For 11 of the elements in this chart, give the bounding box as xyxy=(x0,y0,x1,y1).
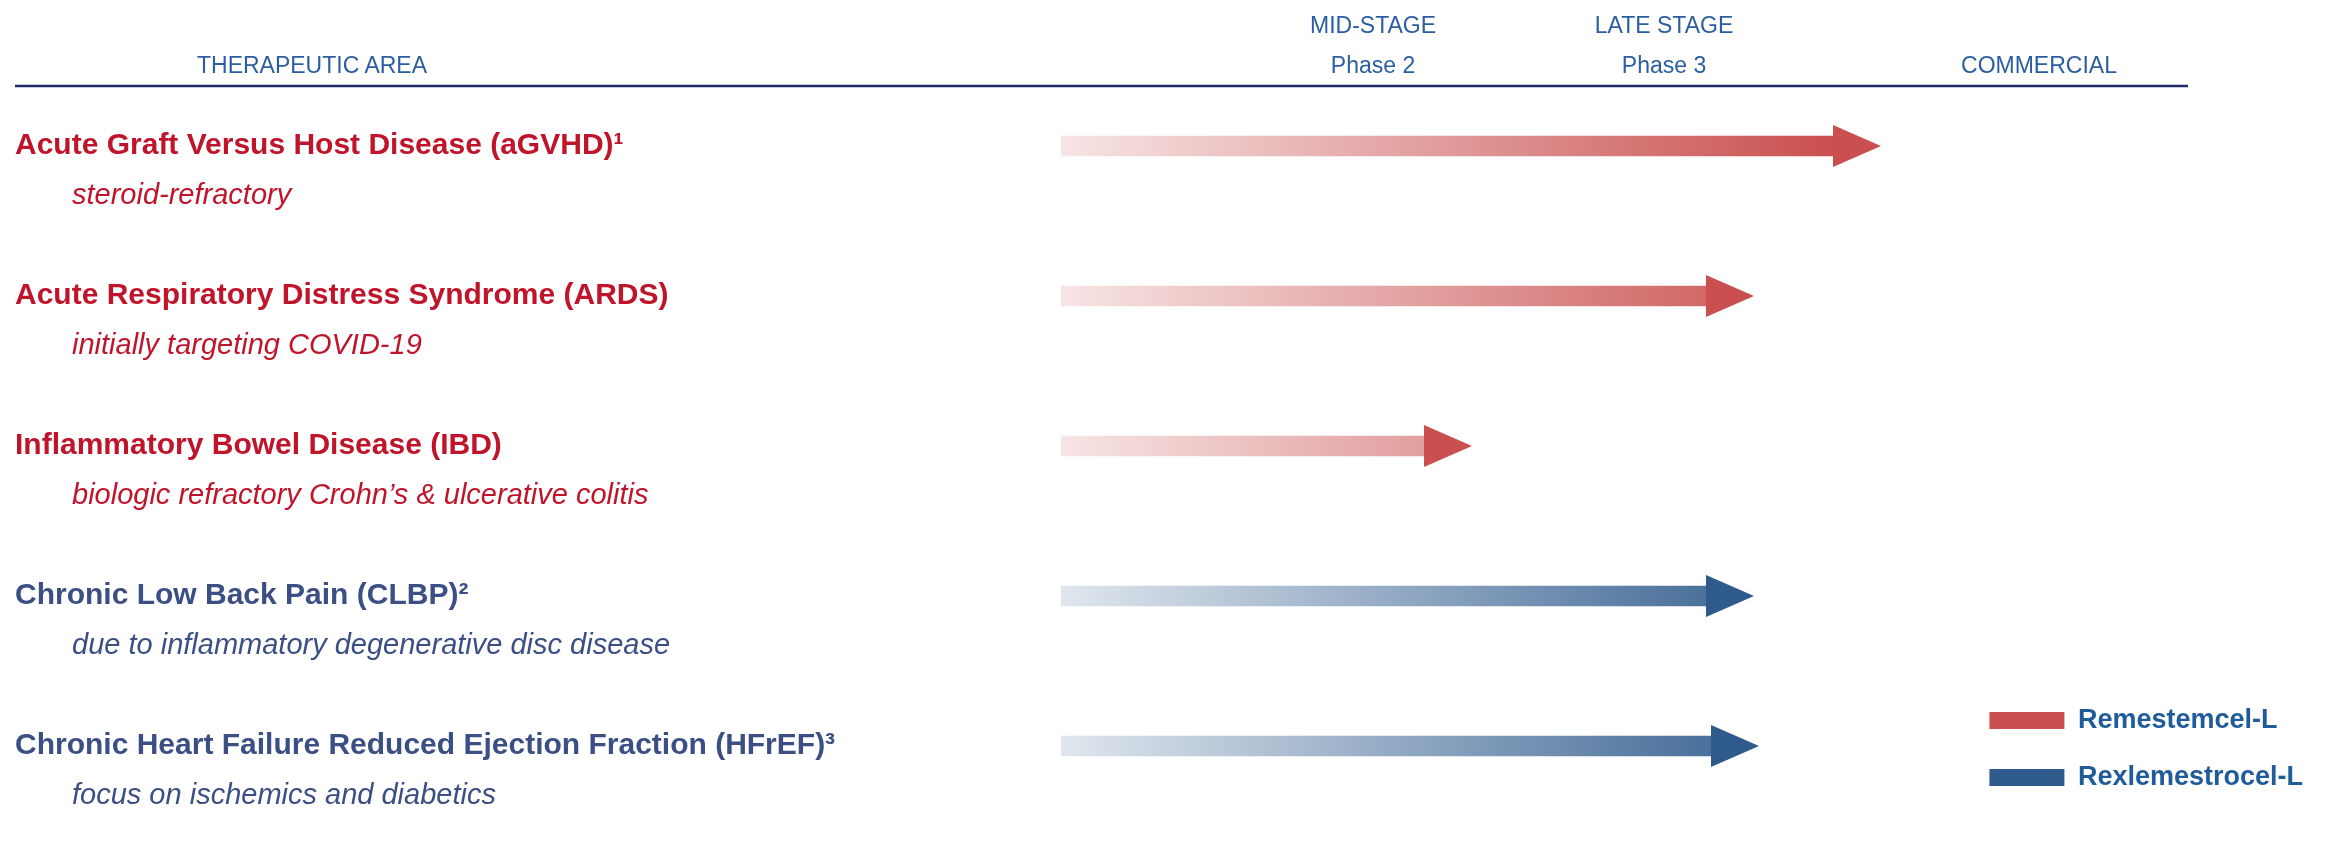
y-tick-label: Chronic Low Back Pain (CLBP)² due to inflammatory degenerative disc disease xyxy=(15,577,671,661)
legend-label: Remestemcel-L xyxy=(2077,703,2278,734)
text: COMMERCIAL xyxy=(1961,52,2118,79)
y-tick-label: Acute Respiratory Distress Syndrome (ARDS) initially targeting COVID-19 xyxy=(15,277,669,361)
y-tick-label: Chronic Heart Failure Reduced Ejection Fraction (HFrEF)³ focus on ischemics and diabetics xyxy=(15,727,836,811)
text: MID-STAGE Phase 2 xyxy=(1309,12,1437,79)
text: LATE STAGE Phase 3 xyxy=(1594,12,1734,79)
y-tick-label: Acute Graft Versus Host Disease (aGVHD)¹ steroid-refractory xyxy=(15,127,624,211)
y-tick-label: Inflammatory Bowel Disease (IBD) biologic refractory Crohn’s & ulcerative colitis xyxy=(15,427,649,511)
text: THERAPEUTIC AREA xyxy=(196,52,428,79)
legend-label: Rexlemestrocel-L xyxy=(2077,760,2304,791)
